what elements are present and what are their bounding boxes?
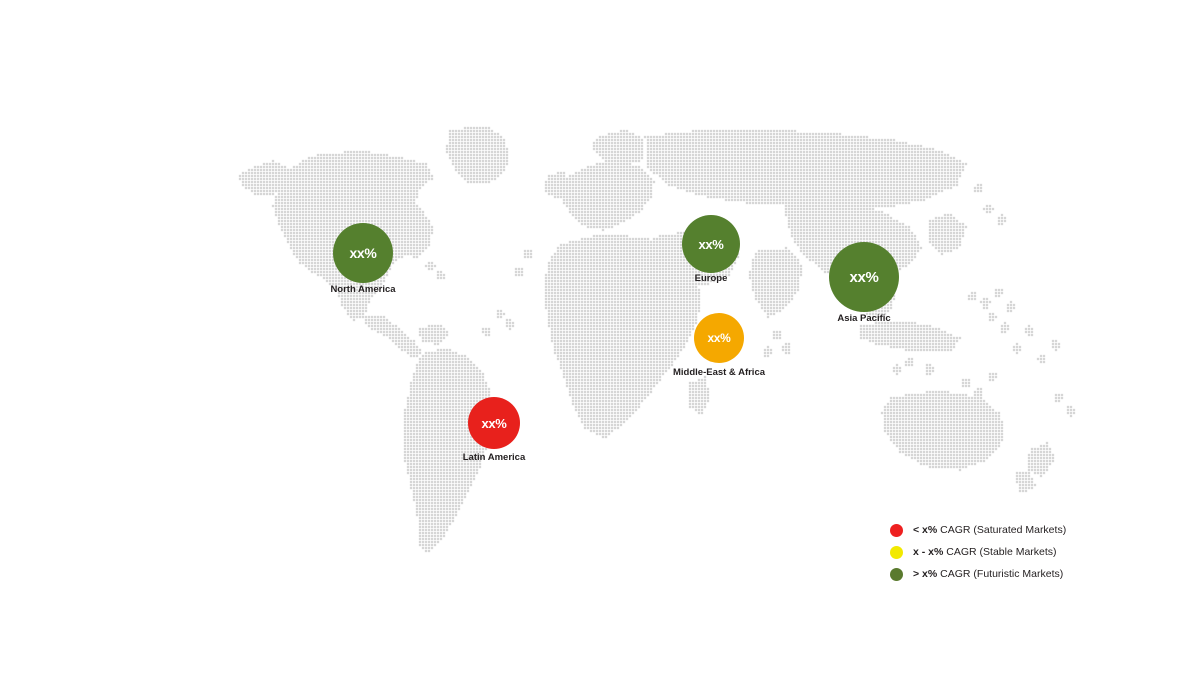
legend-label-futuristic: > x% CAGR (Futuristic Markets)	[913, 569, 1063, 580]
legend-dot-futuristic-icon	[890, 567, 903, 581]
legend-range-stable: x - x%	[913, 545, 944, 558]
region-bubble-europe[interactable]: xx%	[682, 215, 740, 273]
legend: < x% CAGR (Saturated Markets) x - x% CAGR…	[890, 519, 1066, 585]
region-value-europe: xx%	[698, 236, 724, 252]
legend-description-stable: CAGR (Stable Markets)	[943, 545, 1057, 558]
region-label-latin-america: Latin America	[462, 452, 526, 463]
legend-dot-stable-icon	[890, 545, 903, 559]
region-label-north-america: North America	[330, 284, 396, 295]
region-bubble-asia-pacific[interactable]: xx%	[829, 242, 899, 312]
region-bubble-latin-america[interactable]: xx%	[468, 397, 520, 449]
legend-item-futuristic[interactable]: > x% CAGR (Futuristic Markets)	[890, 563, 1066, 585]
legend-range-futuristic: > x%	[913, 567, 938, 580]
region-bubble-north-america[interactable]: xx%	[333, 223, 393, 283]
region-label-europe: Europe	[694, 273, 728, 284]
legend-description-futuristic: CAGR (Futuristic Markets)	[937, 567, 1064, 580]
legend-label-stable: x - x% CAGR (Stable Markets)	[913, 547, 1057, 558]
legend-item-saturated[interactable]: < x% CAGR (Saturated Markets)	[890, 519, 1066, 541]
region-value-north-america: xx%	[349, 245, 377, 261]
region-bubble-middle-east-africa[interactable]: xx%	[694, 313, 744, 363]
legend-item-stable[interactable]: x - x% CAGR (Stable Markets)	[890, 541, 1066, 563]
legend-dot-saturated-icon	[890, 523, 903, 537]
region-value-middle-east-africa: xx%	[707, 331, 731, 345]
region-value-asia-pacific: xx%	[849, 268, 879, 286]
region-label-asia-pacific: Asia Pacific	[837, 313, 891, 324]
region-label-middle-east-africa: Middle-East & Africa	[672, 367, 766, 378]
region-value-latin-america: xx%	[481, 415, 507, 431]
legend-label-saturated: < x% CAGR (Saturated Markets)	[913, 525, 1066, 536]
legend-description-saturated: CAGR (Saturated Markets)	[937, 523, 1067, 536]
legend-range-saturated: < x%	[913, 523, 938, 536]
